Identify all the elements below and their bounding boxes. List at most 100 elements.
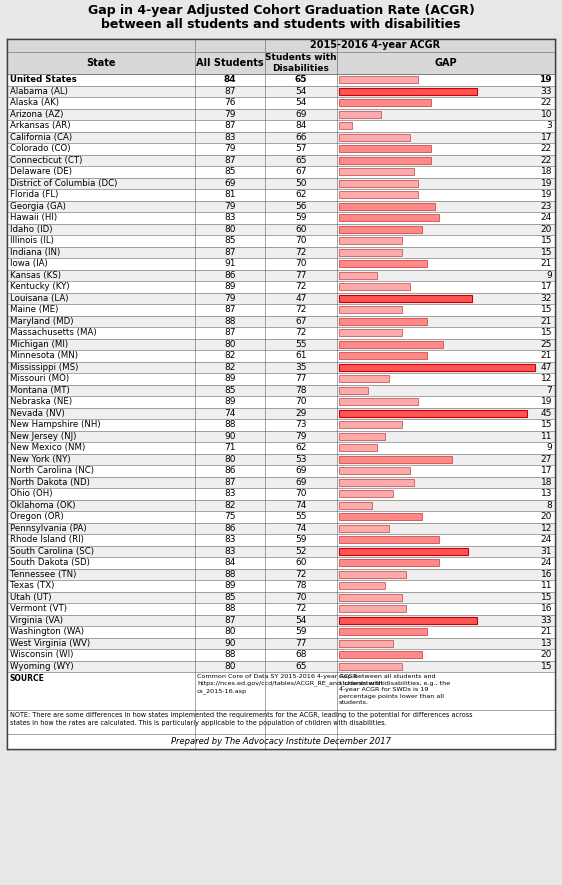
Text: Mississippi (MS): Mississippi (MS) [10,363,78,372]
Text: 22: 22 [541,156,552,165]
Text: 84: 84 [295,121,307,130]
Text: 80: 80 [224,627,235,636]
Bar [7,350,555,361]
Text: Hawaii (HI): Hawaii (HI) [10,213,57,222]
Text: New Jersey (NJ): New Jersey (NJ) [10,432,76,441]
Text: 50: 50 [295,179,307,188]
Text: North Carolina (NC): North Carolina (NC) [10,466,94,475]
Text: 19: 19 [540,75,552,84]
Text: Delaware (DE): Delaware (DE) [10,167,72,176]
Text: 66: 66 [295,133,307,142]
Text: 15: 15 [541,305,552,314]
Bar [339,226,423,233]
Text: Pennsylvania (PA): Pennsylvania (PA) [10,524,87,533]
Text: 8: 8 [546,501,552,510]
Bar [7,39,195,52]
Text: 88: 88 [224,650,235,659]
Text: 70: 70 [295,593,307,602]
Text: 72: 72 [295,282,307,291]
Text: Louisana (LA): Louisana (LA) [10,294,69,303]
Text: Idaho (ID): Idaho (ID) [10,225,52,234]
Bar [7,166,555,178]
Text: 7: 7 [546,386,552,395]
Text: Michigan (MI): Michigan (MI) [10,340,68,349]
Text: 3: 3 [546,121,552,130]
Bar [7,281,555,293]
Text: 80: 80 [224,455,235,464]
Text: Arkansas (AR): Arkansas (AR) [10,121,70,130]
Bar [339,157,430,164]
Text: Tennessee (TN): Tennessee (TN) [10,570,76,579]
Text: Rhode Island (RI): Rhode Island (RI) [10,535,84,544]
Text: 72: 72 [295,570,307,579]
Text: 86: 86 [224,524,235,533]
Bar [7,97,555,109]
Text: 23: 23 [541,202,552,211]
Text: All Students: All Students [196,58,264,68]
Bar [7,338,555,350]
Text: 86: 86 [224,271,235,280]
Text: 87: 87 [224,156,235,165]
Bar [339,467,410,474]
Text: 70: 70 [295,236,307,245]
Text: 67: 67 [295,317,307,326]
Bar [7,591,555,603]
Bar [7,120,555,132]
Text: 9: 9 [546,271,552,280]
Text: 89: 89 [224,282,235,291]
Text: Gap between all students and
students with disabilities, e.g., the
4-year ACGR f: Gap between all students and students wi… [339,674,450,705]
Bar [339,111,380,118]
Text: 22: 22 [541,144,552,153]
Bar [339,479,414,486]
Bar [339,651,423,658]
Text: 87: 87 [224,121,235,130]
Text: 15: 15 [541,420,552,429]
Text: 77: 77 [295,639,307,648]
Bar [7,384,555,396]
Text: Nevada (NV): Nevada (NV) [10,409,65,418]
Bar [7,522,555,534]
Text: 88: 88 [224,420,235,429]
Text: New York (NY): New York (NY) [10,455,71,464]
Text: 80: 80 [224,340,235,349]
Text: 89: 89 [224,397,235,406]
Bar [7,39,555,749]
Bar [195,39,555,52]
Text: 56: 56 [295,202,307,211]
Bar [7,603,555,614]
Text: 24: 24 [541,213,552,222]
Bar [7,672,555,710]
Bar [7,293,555,304]
Bar [7,419,555,430]
Text: West Virginia (WV): West Virginia (WV) [10,639,90,648]
Text: 13: 13 [541,489,552,498]
Text: NOTE: There are some differences in how states implemented the requirements for : NOTE: There are some differences in how … [10,712,473,726]
Bar [339,536,439,543]
Text: 83: 83 [224,133,235,142]
Bar [7,247,555,258]
Bar [7,327,555,338]
Text: 68: 68 [295,650,307,659]
Bar [339,628,427,635]
Bar [7,637,555,649]
Text: 47: 47 [541,363,552,372]
Bar [7,258,555,270]
Text: 71: 71 [224,443,235,452]
Text: 19: 19 [541,397,552,406]
Text: 78: 78 [295,581,307,590]
Text: 60: 60 [295,225,307,234]
Text: 69: 69 [295,110,307,119]
Text: 90: 90 [224,432,235,441]
Text: 29: 29 [295,409,307,418]
Text: 11: 11 [541,432,552,441]
Text: California (CA): California (CA) [10,133,72,142]
Text: 24: 24 [541,558,552,567]
Bar [339,76,418,83]
Bar [7,465,555,476]
Text: Maine (ME): Maine (ME) [10,305,58,314]
Text: 21: 21 [541,351,552,360]
Text: 91: 91 [224,259,235,268]
Bar [7,315,555,327]
Text: 82: 82 [224,501,235,510]
Bar [339,410,527,417]
